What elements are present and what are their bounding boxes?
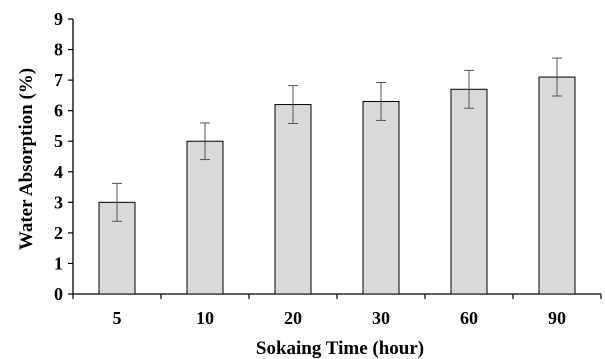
- error-bars: [112, 57, 562, 222]
- error-bar-5: [112, 182, 122, 222]
- x-tick-label: 20: [284, 308, 302, 328]
- y-tick-label: 3: [54, 192, 63, 212]
- bars: [98, 76, 576, 295]
- error-bar-10: [200, 122, 210, 161]
- error-bar-20: [288, 85, 298, 124]
- bar-10: [186, 140, 224, 295]
- y-tick-label: 1: [54, 253, 63, 273]
- x-tick-label: 90: [548, 308, 566, 328]
- x-tick-label: 60: [460, 308, 478, 328]
- error-bar-60: [464, 69, 474, 109]
- y-tick-label: 7: [54, 70, 63, 90]
- y-tick-label: 9: [54, 9, 63, 29]
- bar-20: [274, 104, 312, 295]
- y-tick-label: 4: [54, 162, 63, 182]
- x-tick-label: 30: [372, 308, 390, 328]
- bar-90: [538, 76, 576, 295]
- y-tick-label: 6: [54, 101, 63, 121]
- bar-30: [362, 101, 400, 295]
- y-tick-label: 0: [54, 284, 63, 304]
- x-axis: 5 10 20 30 60 90: [72, 293, 602, 328]
- error-bar-90: [552, 57, 562, 97]
- y-tick-label: 5: [54, 131, 63, 151]
- y-tick-label: 2: [54, 223, 63, 243]
- x-axis-title: Sokaing Time (hour): [256, 338, 424, 359]
- y-axis: 0 1 2 3 4 5 6 7 8 9: [54, 9, 74, 304]
- x-tick-label: 5: [113, 308, 122, 328]
- bar-60: [450, 88, 488, 295]
- y-tick-label: 8: [54, 40, 63, 60]
- x-tick-label: 10: [196, 308, 214, 328]
- y-axis-title: Water Absorption (%): [16, 68, 37, 250]
- error-bar-30: [376, 82, 386, 121]
